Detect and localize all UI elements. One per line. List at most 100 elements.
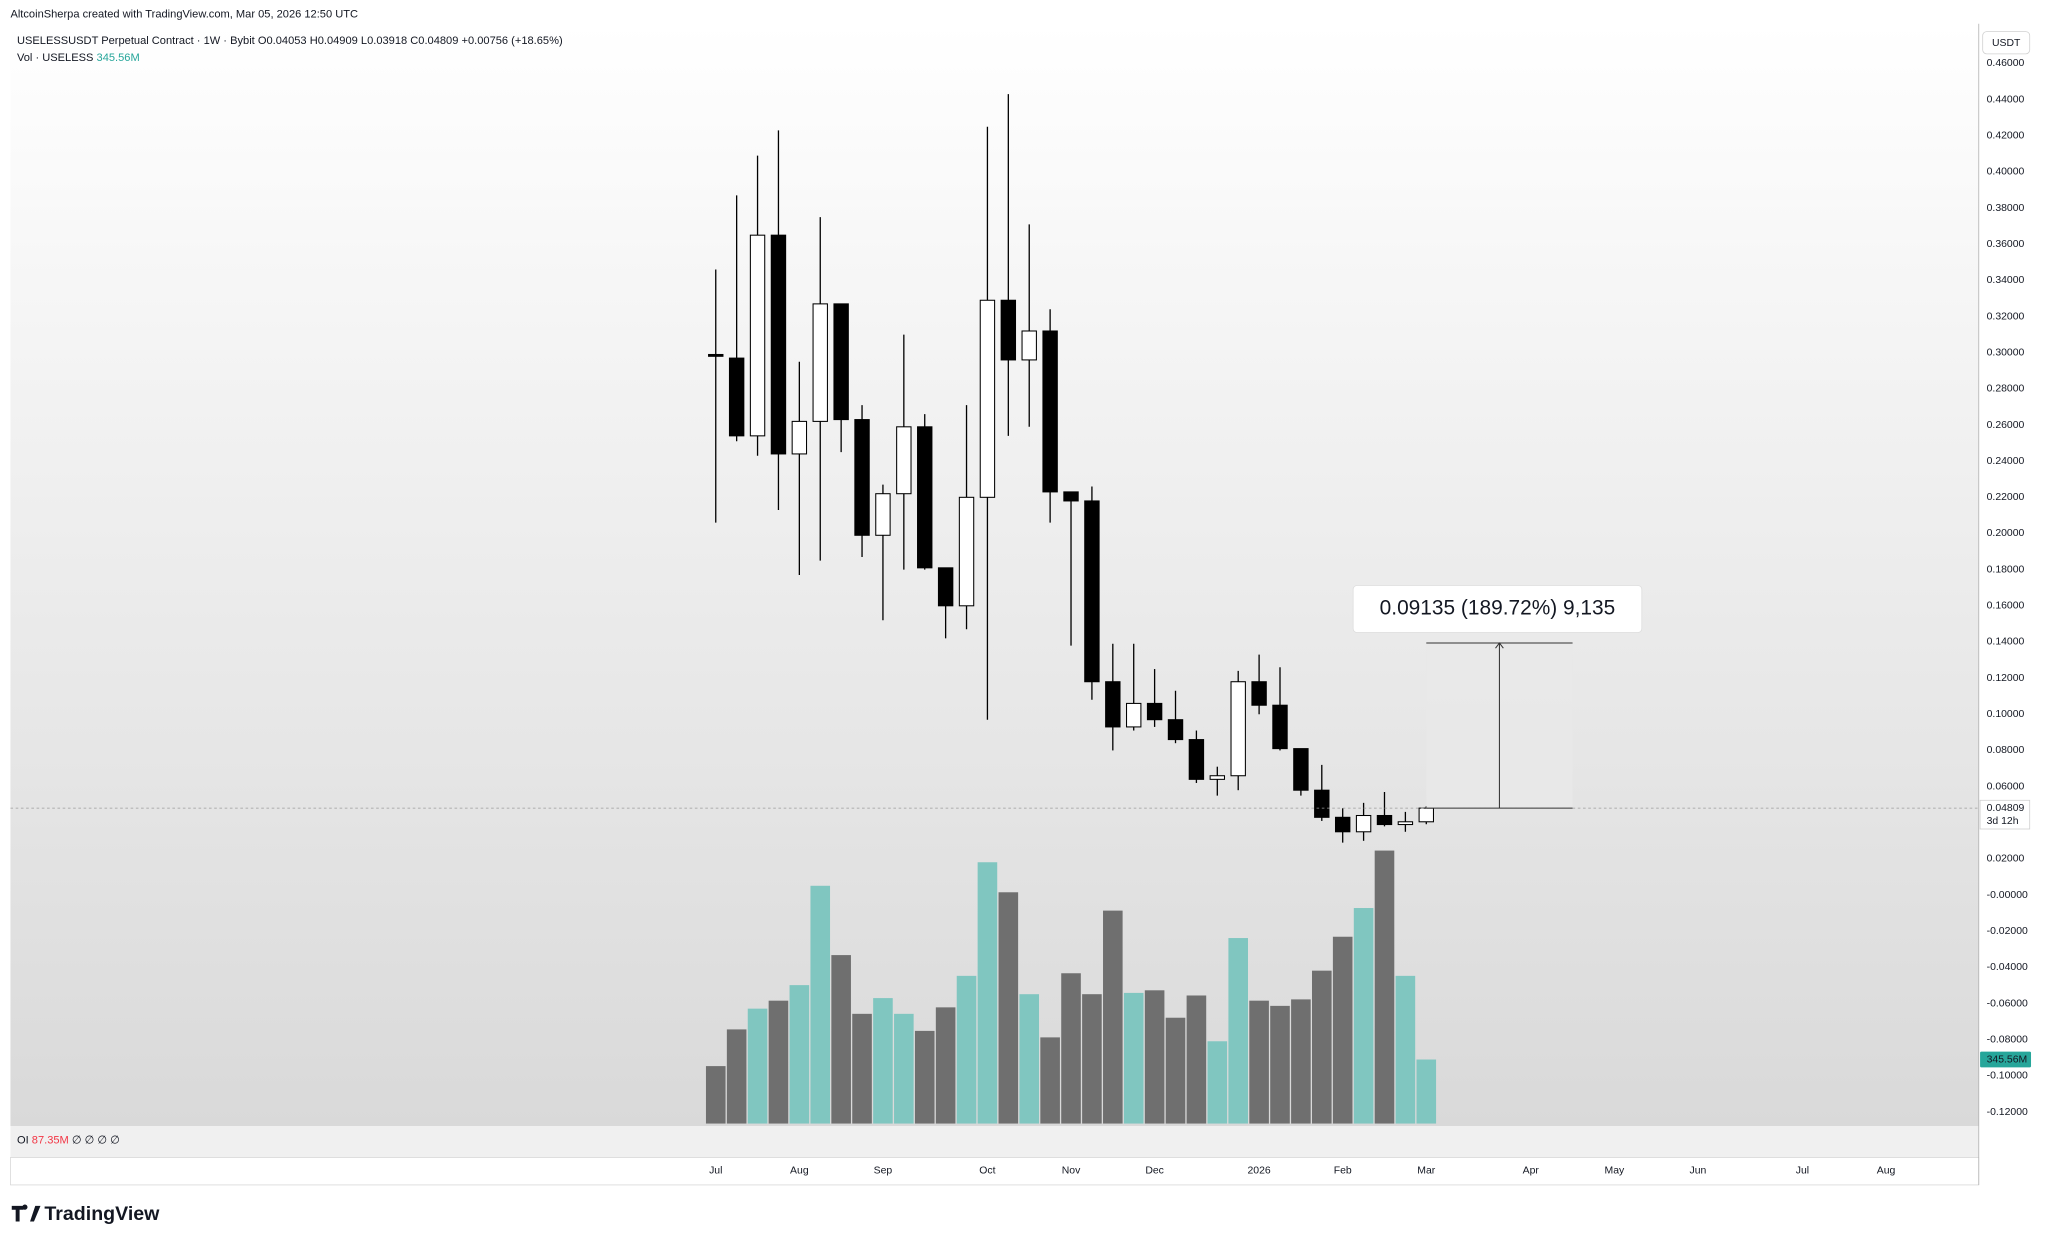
volume-bar — [747, 1008, 768, 1124]
candle-body — [1042, 330, 1058, 493]
symbol-legend: USELESSUSDT Perpetual Contract · 1W · By… — [17, 35, 563, 47]
candle-body — [833, 303, 849, 421]
volume-bar — [1123, 992, 1144, 1124]
volume-bar — [852, 1013, 872, 1124]
volume-bar — [1374, 850, 1395, 1124]
ohlc-label: O — [258, 35, 267, 47]
volume-bar — [977, 862, 998, 1124]
y-tick-label: 0.06000 — [1987, 781, 2025, 792]
oi-legend: OI 87.35M ∅ ∅ ∅ ∅ — [17, 1134, 120, 1146]
volume-bar — [1312, 970, 1332, 1124]
volume-bar — [1332, 936, 1353, 1124]
volume-bar — [914, 1030, 935, 1124]
y-tick-label: -0.00000 — [1987, 890, 2028, 901]
volume-bar — [1353, 908, 1374, 1124]
oi-name: OI — [17, 1134, 29, 1146]
y-tick-label: 0.34000 — [1987, 275, 2025, 286]
countdown: 3d 12h — [1987, 816, 2019, 827]
candle-body — [1021, 330, 1037, 361]
x-tick-label: Jun — [1690, 1165, 1707, 1176]
y-tick-label: 0.30000 — [1987, 347, 2025, 358]
candle-body — [1063, 491, 1079, 502]
candle-body — [1084, 500, 1100, 683]
time-axis — [10, 1157, 1980, 1186]
ohlc-value: 0.03918 — [367, 35, 407, 47]
volume-bar — [1207, 1041, 1228, 1124]
volume-bar — [1291, 999, 1311, 1124]
ohlc-value: 0.04909 — [318, 35, 358, 47]
y-tick-label: 0.24000 — [1987, 456, 2025, 467]
candle-body — [749, 234, 766, 437]
logo-text: TradingView — [44, 1203, 160, 1225]
volume-bar — [1061, 973, 1081, 1124]
volume-bar — [1228, 938, 1248, 1124]
x-tick-label: Feb — [1334, 1165, 1352, 1176]
y-tick-label: 0.46000 — [1987, 58, 2025, 69]
volume-bar — [1416, 1059, 1437, 1124]
y-tick-label: 0.26000 — [1987, 420, 2025, 431]
volume-bar — [789, 985, 810, 1124]
volume-bar — [831, 955, 851, 1124]
oi-extra: ∅ ∅ ∅ ∅ — [72, 1134, 120, 1146]
y-tick-label: 0.02000 — [1987, 854, 2025, 865]
candle-body — [1146, 702, 1163, 721]
logo-mark — [11, 1204, 41, 1222]
volume-bar — [1249, 1000, 1269, 1124]
y-tick-label: -0.02000 — [1987, 926, 2028, 937]
candle-body — [1334, 816, 1351, 833]
volume-bar — [956, 975, 977, 1124]
y-tick-label: 0.10000 — [1987, 709, 2025, 720]
last-price-box — [1979, 799, 2031, 830]
candle-body — [1000, 299, 1017, 361]
candle-body — [812, 303, 828, 422]
volume-bar — [1019, 994, 1040, 1124]
candle-body — [1105, 681, 1121, 728]
oi-value: 87.35M — [32, 1134, 69, 1146]
y-tick-label: 0.20000 — [1987, 528, 2025, 539]
last-price-label: 0.04809 — [1987, 803, 2025, 814]
oi-pane — [10, 1126, 1979, 1158]
volume-bar — [1186, 995, 1207, 1124]
volume-bar — [1040, 1037, 1060, 1124]
volume-bar — [935, 1007, 956, 1124]
y-tick-label: 0.44000 — [1987, 94, 2025, 105]
volume-bar — [1165, 1017, 1186, 1124]
y-tick-label: 0.42000 — [1987, 131, 2025, 142]
x-tick-label: Jul — [709, 1165, 722, 1176]
candle-body — [937, 567, 954, 607]
candle-body — [791, 420, 808, 455]
y-tick-label: 0.14000 — [1987, 637, 2025, 648]
measure-arrowhead — [1495, 642, 1504, 649]
volume-bar — [1082, 994, 1102, 1124]
ohlc-label: L — [361, 35, 367, 47]
candle-body — [1397, 821, 1414, 826]
x-tick-label: Mar — [1417, 1165, 1435, 1176]
volume-name: Vol · USELESS — [17, 52, 93, 64]
candle-body — [979, 299, 996, 498]
candle-body — [1188, 739, 1205, 780]
candle-body — [1251, 681, 1267, 706]
volume-bar — [810, 885, 831, 1124]
ohlc-value: 0.04809 — [418, 35, 458, 47]
x-tick-label: Nov — [1062, 1165, 1081, 1176]
candle-body — [896, 426, 912, 495]
candle-body — [854, 419, 870, 536]
candle-body — [708, 353, 724, 357]
x-tick-label: Sep — [874, 1165, 893, 1176]
x-tick-label: Aug — [790, 1165, 809, 1176]
y-tick-label: -0.04000 — [1987, 962, 2028, 973]
x-tick-label: Jul — [1796, 1165, 1809, 1176]
ohlc-value: 0.04053 — [266, 35, 306, 47]
candle-body — [728, 357, 745, 437]
volume-bar — [726, 1029, 747, 1124]
ohlc-label: H — [310, 35, 318, 47]
volume-bar — [768, 1000, 789, 1124]
volume-axis-label: 345.56M — [1987, 1054, 2028, 1065]
candle-body — [1355, 814, 1372, 833]
measure-label-box — [1352, 585, 1643, 633]
y-tick-label: -0.10000 — [1987, 1071, 2028, 1082]
candle-body — [1418, 807, 1434, 823]
candle-body — [1126, 702, 1142, 728]
candle-body — [1293, 748, 1309, 791]
